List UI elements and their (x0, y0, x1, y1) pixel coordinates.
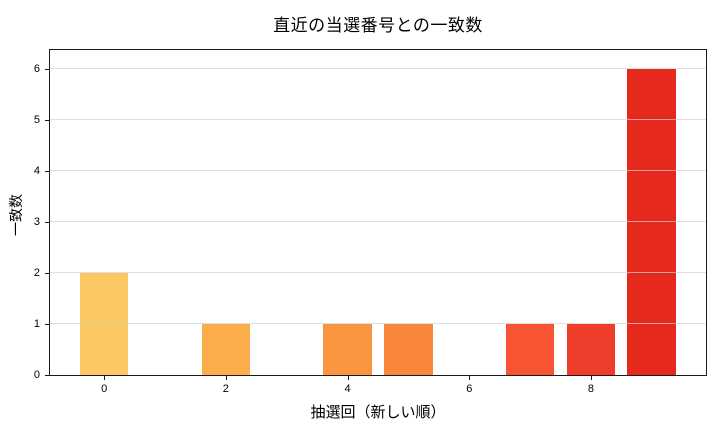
y-tick-mark (45, 272, 49, 274)
y-tick-label: 1 (33, 317, 40, 330)
x-tick-label: 6 (466, 383, 473, 395)
x-tick-mark (225, 376, 227, 380)
y-tick-label: 4 (33, 164, 40, 177)
bar (505, 323, 555, 375)
gridline (50, 272, 706, 274)
x-tick-mark (104, 376, 106, 380)
x-tick-label: 8 (587, 383, 595, 395)
bar (201, 323, 251, 375)
x-axis-label: 抽選回（新しい順） (310, 404, 446, 421)
x-tick-label: 2 (222, 383, 229, 395)
y-tick-mark (45, 221, 49, 223)
y-tick-label: 6 (33, 62, 40, 75)
bar (566, 323, 616, 375)
x-tick-mark (469, 376, 471, 380)
gridline (50, 119, 706, 121)
chart-title: 直近の当選番号との一致数 (273, 16, 483, 35)
y-tick-mark (45, 170, 49, 172)
y-tick-mark (45, 119, 49, 121)
y-tick-mark (45, 375, 49, 376)
x-tick-mark (590, 376, 592, 380)
y-tick-label: 5 (33, 113, 40, 126)
bar (384, 323, 433, 375)
y-tick-label: 2 (33, 266, 40, 279)
y-tick-label: 0 (33, 369, 40, 381)
x-tick-label: 4 (344, 383, 351, 395)
x-tick-label: 0 (101, 383, 108, 395)
y-tick-mark (45, 68, 49, 70)
y-tick-label: 3 (33, 215, 40, 228)
gridline (50, 68, 706, 70)
x-tick-mark (347, 376, 349, 380)
gridline (50, 170, 706, 172)
gridline (50, 323, 706, 325)
gridline (50, 221, 706, 223)
bar (323, 323, 372, 375)
y-tick-mark (45, 323, 49, 325)
plot-area (49, 49, 707, 376)
grid-layer (50, 50, 706, 375)
